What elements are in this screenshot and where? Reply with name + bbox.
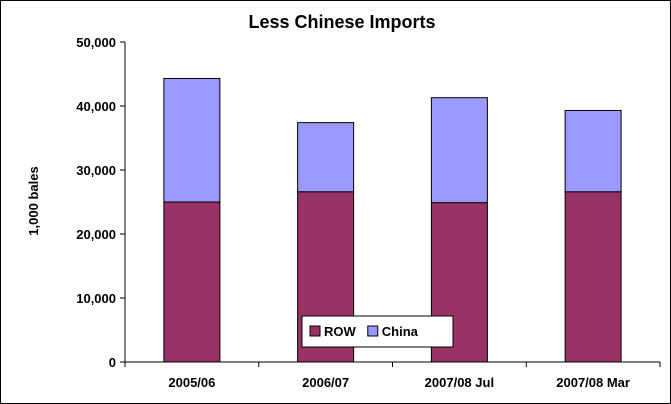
y-axis-title: 1,000 bales — [26, 166, 41, 235]
legend-swatch-china — [367, 325, 379, 337]
y-tick-label: 40,000 — [76, 99, 116, 114]
y-tick-label: 50,000 — [76, 35, 116, 50]
legend-label-row: ROW — [324, 324, 357, 339]
bar-row — [564, 191, 622, 363]
legend-label-china: China — [382, 324, 419, 339]
y-tick-label: 10,000 — [76, 291, 116, 306]
y-tick-label: 0 — [109, 355, 116, 370]
bar-china — [297, 122, 355, 193]
bar-row — [163, 201, 221, 363]
x-tick-label: 2005/06 — [168, 375, 215, 390]
chart-title: Less Chinese Imports — [248, 12, 435, 32]
x-tick-label: 2006/07 — [302, 375, 349, 390]
bar-china — [430, 97, 488, 204]
x-tick-label: 2007/08 Jul — [425, 375, 494, 390]
bar-china — [564, 109, 622, 193]
bar-china — [163, 77, 221, 203]
y-tick-label: 30,000 — [76, 163, 116, 178]
x-tick-label: 2007/08 Mar — [556, 375, 630, 390]
legend-swatch-row — [309, 325, 321, 337]
y-tick-label: 20,000 — [76, 227, 116, 242]
